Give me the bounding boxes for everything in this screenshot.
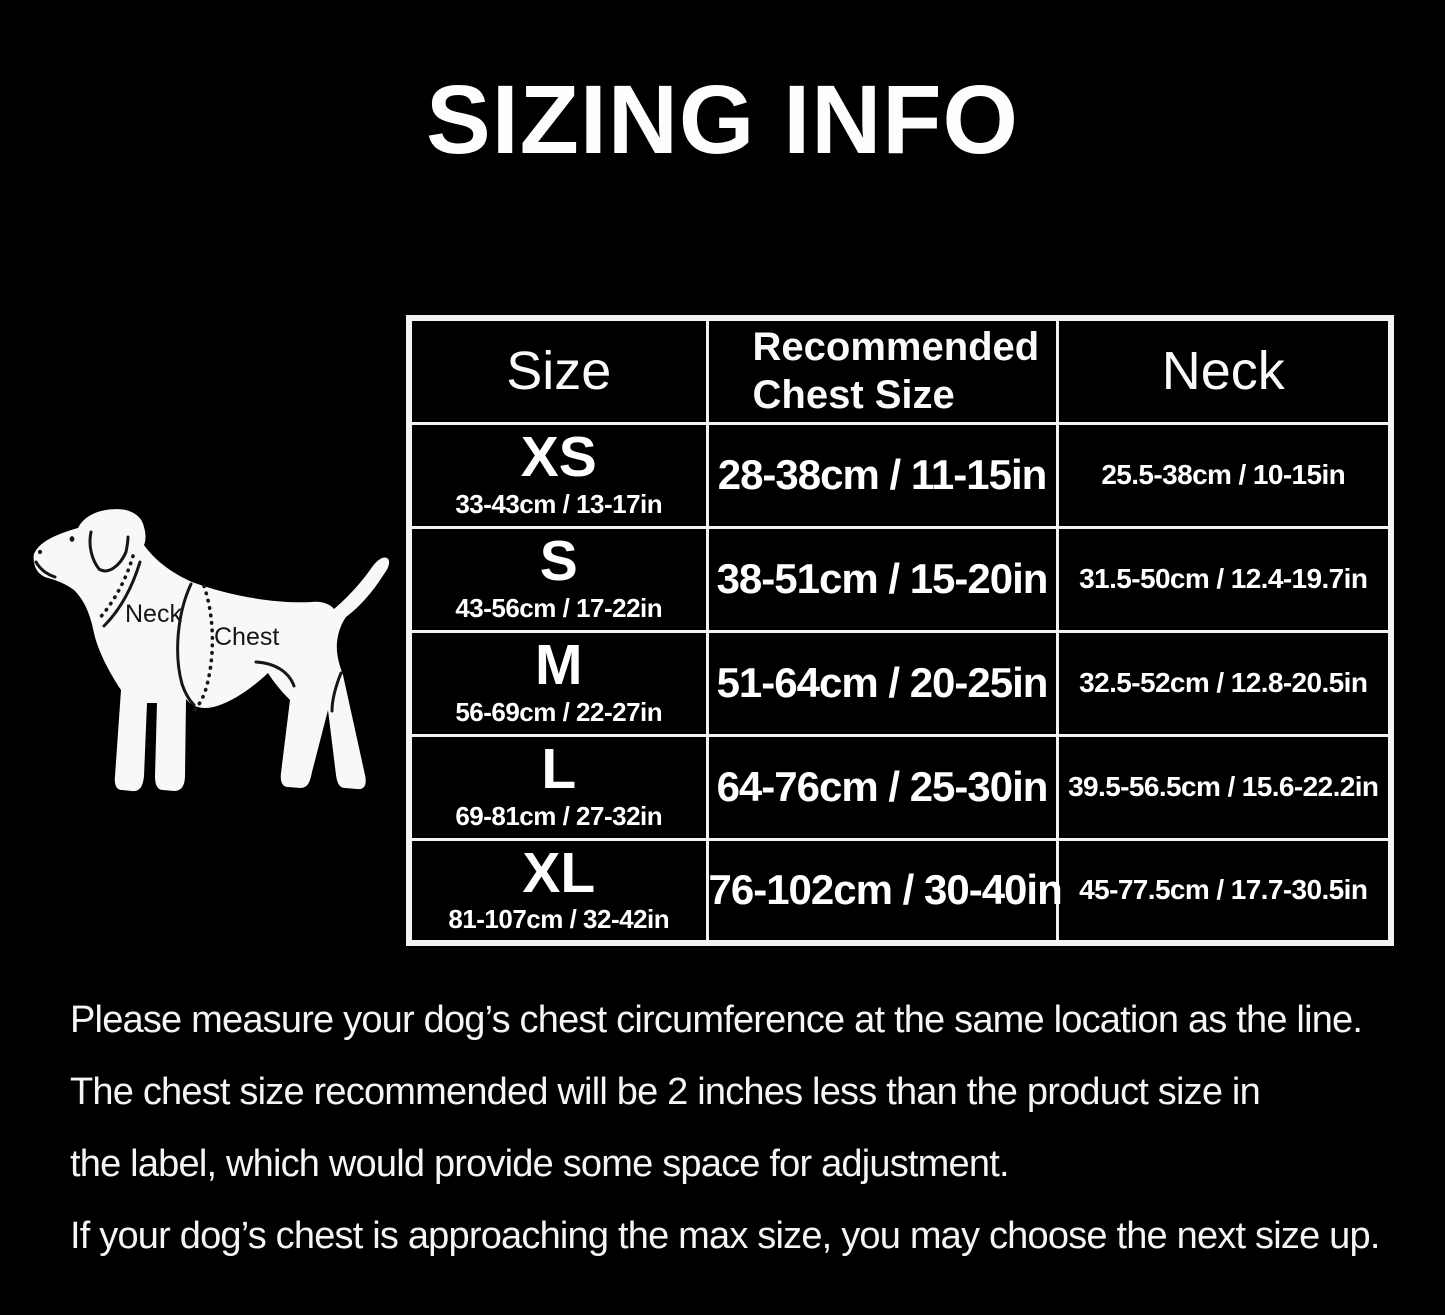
mouth-line [34,560,57,579]
measurement-notes: Please measure your dog’s chest circumfe… [70,1000,1420,1288]
dog-silhouette [33,509,390,792]
header-chest: Recommended Chest Size [705,316,1059,425]
table-row-l: L 69-81cm / 27-32in 64-76cm / 25-30in 39… [407,733,1393,841]
neck-solid-line [102,560,142,628]
size-label: L [541,737,577,802]
neck-dotted-line [96,554,135,622]
eye-icon [69,536,75,542]
note-line: The chest size recommended will be 2 inc… [70,1071,1261,1113]
dog-measurement-diagram: Neck Chest [33,509,390,792]
sizing-table: Size Recommended Chest Size Neck XS 33-4… [406,315,1394,946]
dog-dotted-lines [96,554,215,714]
size-sublabel: 43-56cm / 17-22in [455,592,663,623]
header-neck: Neck [1055,316,1393,425]
size-cell: XL 81-107cm / 32-42in [407,837,709,945]
size-cell: XS 33-43cm / 13-17in [407,421,709,529]
neck-cell: 32.5-52cm / 12.8-20.5in [1055,629,1393,737]
note-line: the label, which would provide some spac… [70,1143,1010,1185]
chest-cell: 51-64cm / 20-25in [705,629,1059,737]
chest-cell: 28-38cm / 11-15in [705,421,1059,529]
chest-solid-line [176,582,196,707]
table-header-row: Size Recommended Chest Size Neck [407,316,1393,425]
chest-diagram-label: Chest [214,623,279,651]
note-line: If your dog’s chest is approaching the m… [70,1215,1380,1257]
table-row-xs: XS 33-43cm / 13-17in 28-38cm / 11-15in 2… [407,421,1393,529]
page-title: SIZING INFO [426,65,1019,174]
chest-cell: 76-102cm / 30-40in [705,837,1063,945]
dog-detail-lines [34,530,343,713]
size-cell: M 56-69cm / 22-27in [407,629,709,737]
nostril-icon [37,549,43,555]
header-size: Size [407,316,709,425]
size-sublabel: 33-43cm / 13-17in [455,488,663,519]
size-sublabel: 69-81cm / 27-32in [455,800,663,831]
size-sublabel: 56-69cm / 22-27in [455,696,663,727]
neck-cell: 45-77.5cm / 17.7-30.5in [1055,837,1393,945]
size-label: S [539,529,578,594]
table-row-m: M 56-69cm / 22-27in 51-64cm / 20-25in 32… [407,629,1393,737]
haunch-line [254,660,296,688]
table-row-s: S 43-56cm / 17-22in 38-51cm / 15-20in 31… [407,525,1393,633]
size-cell: S 43-56cm / 17-22in [407,525,709,633]
ear-line [88,530,130,573]
size-label: XS [520,425,597,490]
chest-cell: 64-76cm / 25-30in [705,733,1059,841]
neck-cell: 31.5-50cm / 12.4-19.7in [1055,525,1393,633]
neck-diagram-label: Neck [125,600,182,628]
chest-cell: 38-51cm / 15-20in [705,525,1059,633]
note-line: Please measure your dog’s chest circumfe… [70,999,1363,1041]
neck-cell: 25.5-38cm / 10-15in [1055,421,1393,529]
table-row-xl: XL 81-107cm / 32-42in 76-102cm / 30-40in… [407,837,1393,945]
size-label: M [535,633,583,698]
size-label: XL [522,840,596,905]
thigh-line [330,671,343,713]
size-cell: L 69-81cm / 27-32in [407,733,709,841]
size-sublabel: 81-107cm / 32-42in [448,903,670,934]
neck-cell: 39.5-56.5cm / 15.6-22.2in [1055,733,1393,841]
